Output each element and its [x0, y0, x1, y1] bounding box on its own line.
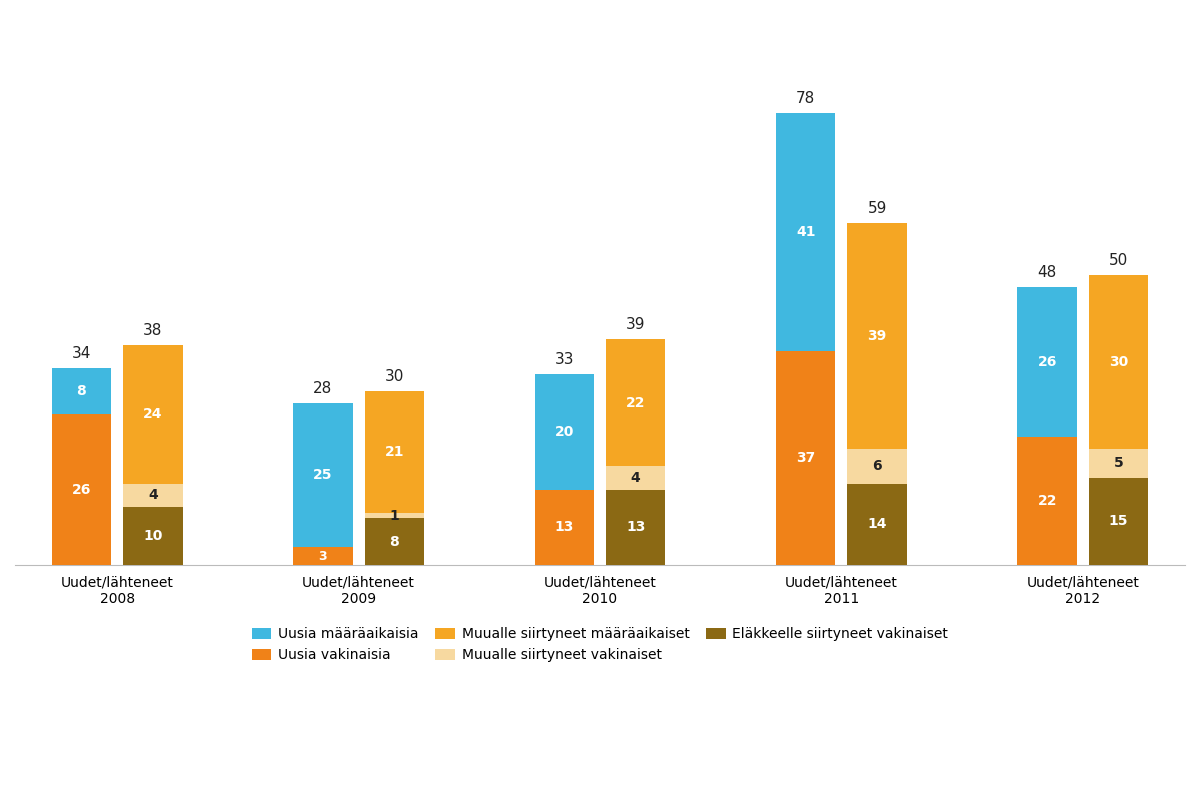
Text: 22: 22: [626, 396, 646, 410]
Bar: [52, 414, 112, 565]
Bar: [776, 114, 835, 350]
Text: 25: 25: [313, 468, 332, 482]
Text: 33: 33: [554, 352, 574, 367]
Text: 39: 39: [868, 329, 887, 343]
Text: 37: 37: [796, 450, 815, 465]
Text: 41: 41: [796, 225, 816, 239]
Text: 28: 28: [313, 381, 332, 396]
Text: 4: 4: [631, 471, 641, 485]
Text: 38: 38: [143, 323, 162, 338]
Bar: [365, 391, 424, 513]
Bar: [1018, 287, 1076, 438]
Text: 21: 21: [384, 445, 404, 459]
Bar: [293, 402, 353, 547]
Bar: [1088, 449, 1148, 478]
Text: 34: 34: [72, 346, 91, 361]
Text: 39: 39: [626, 317, 646, 332]
Text: 78: 78: [796, 91, 815, 106]
Text: 13: 13: [626, 520, 646, 534]
Text: 50: 50: [1109, 254, 1128, 269]
Text: 20: 20: [554, 425, 574, 438]
Text: 26: 26: [1038, 355, 1057, 370]
Text: 8: 8: [389, 534, 400, 549]
Bar: [606, 466, 665, 490]
Text: 14: 14: [868, 518, 887, 531]
Bar: [1088, 275, 1148, 449]
Text: 22: 22: [1038, 494, 1057, 508]
Bar: [847, 223, 907, 449]
Text: 59: 59: [868, 202, 887, 216]
Text: 4: 4: [148, 488, 157, 502]
Text: 30: 30: [1109, 355, 1128, 370]
Text: 1: 1: [389, 509, 400, 522]
Text: 30: 30: [384, 369, 404, 384]
Bar: [1018, 438, 1076, 565]
Bar: [365, 518, 424, 565]
Legend: Uusia määräaikaisia, Uusia vakinaisia, Muualle siirtyneet määräaikaiset, Muualle: Uusia määräaikaisia, Uusia vakinaisia, M…: [246, 622, 954, 668]
Bar: [124, 345, 182, 484]
Text: 8: 8: [77, 384, 86, 398]
Text: 26: 26: [72, 482, 91, 497]
Bar: [293, 547, 353, 565]
Bar: [606, 339, 665, 466]
Text: 15: 15: [1109, 514, 1128, 528]
Bar: [776, 350, 835, 565]
Bar: [606, 490, 665, 565]
Bar: [847, 484, 907, 565]
Bar: [124, 507, 182, 565]
Text: 5: 5: [1114, 457, 1123, 470]
Bar: [535, 374, 594, 490]
Text: 48: 48: [1038, 265, 1057, 280]
Text: 13: 13: [554, 520, 574, 534]
Text: 6: 6: [872, 459, 882, 474]
Text: 24: 24: [143, 407, 162, 422]
Bar: [847, 449, 907, 484]
Bar: [124, 484, 182, 507]
Bar: [365, 513, 424, 518]
Bar: [52, 368, 112, 414]
Bar: [1088, 478, 1148, 565]
Text: 3: 3: [319, 550, 328, 562]
Text: 10: 10: [143, 529, 162, 543]
Bar: [535, 490, 594, 565]
